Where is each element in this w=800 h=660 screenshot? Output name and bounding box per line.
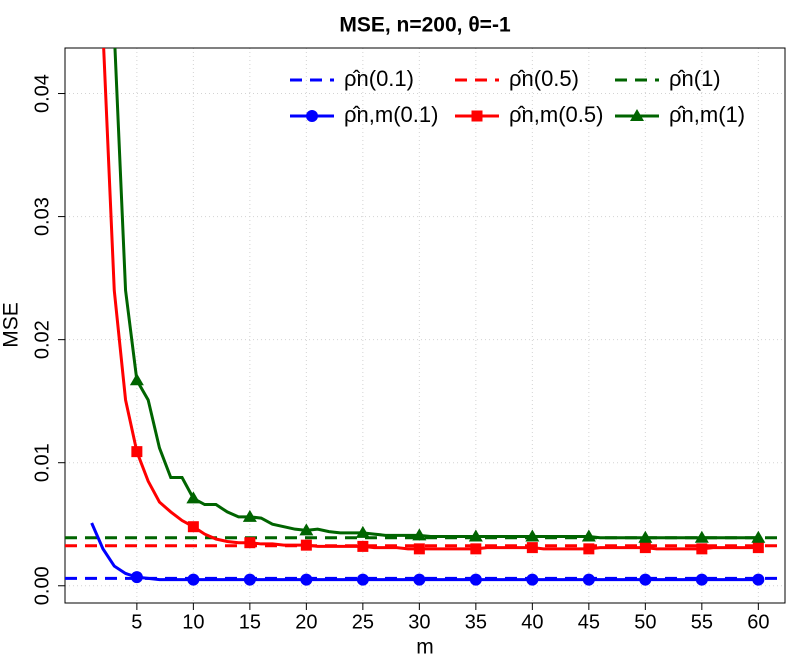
y-tick-label: 0.01	[31, 443, 53, 482]
marker	[695, 573, 708, 586]
marker	[639, 573, 652, 586]
marker	[299, 523, 314, 536]
marker	[525, 529, 540, 542]
marker	[306, 110, 318, 122]
marker	[243, 573, 256, 586]
x-tick-label: 50	[634, 611, 656, 633]
marker	[357, 540, 369, 552]
y-tick-label: 0.02	[31, 320, 53, 359]
x-tick-label: 60	[747, 611, 769, 633]
legend-label: ρ̂n,m(1)	[669, 102, 745, 127]
y-tick-label: 0.04	[31, 74, 53, 113]
marker	[187, 573, 200, 586]
chart-title: MSE, n=200, θ=-1	[339, 14, 511, 37]
plot-area	[65, 48, 785, 586]
marker	[186, 491, 201, 504]
marker	[752, 573, 765, 586]
marker	[413, 543, 425, 555]
y-tick-label: 0.03	[31, 197, 53, 236]
x-tick-label: 30	[408, 611, 430, 633]
marker	[355, 525, 370, 538]
x-tick-label: 35	[465, 611, 487, 633]
marker	[413, 573, 426, 586]
marker	[526, 542, 538, 554]
marker	[639, 542, 651, 554]
marker	[130, 571, 143, 584]
marker	[694, 530, 709, 543]
marker	[412, 528, 427, 541]
x-tick-label: 20	[295, 611, 317, 633]
legend-label: ρ̂n(0.5)	[509, 66, 579, 91]
x-tick-label: 55	[691, 611, 713, 633]
legend-label: ρ̂n,m(0.1)	[344, 102, 438, 127]
x-tick-label: 5	[131, 611, 142, 633]
marker	[581, 529, 596, 542]
x-tick-label: 45	[578, 611, 600, 633]
marker	[696, 543, 708, 555]
x-tick-label: 10	[182, 611, 204, 633]
marker	[582, 573, 595, 586]
y-tick-label: 0.00	[31, 566, 53, 605]
marker	[638, 530, 653, 543]
marker	[470, 543, 482, 555]
marker	[131, 446, 143, 458]
data-line	[102, 48, 759, 551]
marker	[751, 530, 766, 543]
marker	[300, 573, 313, 586]
y-axis-label: MSE	[0, 302, 23, 348]
x-tick-label: 15	[239, 611, 261, 633]
legend-label: ρ̂n(1)	[669, 66, 721, 91]
x-tick-label: 40	[521, 611, 543, 633]
marker	[129, 373, 144, 386]
marker	[583, 543, 595, 555]
marker	[526, 573, 539, 586]
marker	[752, 542, 764, 554]
legend-label: ρ̂n(0.1)	[344, 66, 414, 91]
marker	[468, 529, 483, 542]
marker	[356, 573, 369, 586]
marker	[300, 539, 312, 551]
marker	[469, 573, 482, 586]
x-tick-label: 25	[352, 611, 374, 633]
marker	[242, 509, 257, 522]
marker	[187, 521, 199, 533]
plot-frame	[64, 47, 786, 604]
marker	[471, 110, 483, 122]
x-axis-label: m	[416, 636, 434, 659]
marker	[630, 109, 644, 121]
legend-label: ρ̂n,m(0.5)	[509, 102, 603, 127]
marker	[244, 537, 256, 549]
